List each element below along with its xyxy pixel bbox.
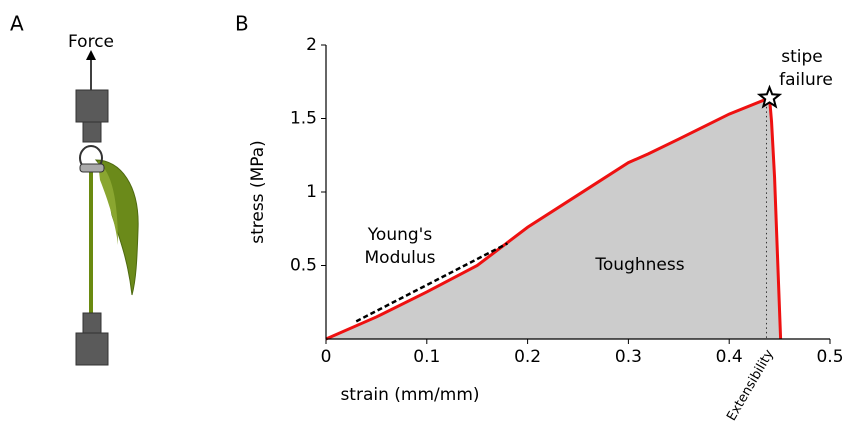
clamp — [75, 332, 109, 366]
clamp — [82, 312, 102, 334]
x-tick-label: 0.4 — [716, 347, 743, 367]
grip-band — [79, 163, 105, 173]
youngs-modulus-line — [355, 242, 509, 323]
panel-label: B — [235, 12, 249, 36]
x-axis-label: strain (mm/mm) — [340, 385, 479, 405]
arrow-head — [86, 50, 96, 60]
x-tick-label: 0.1 — [413, 347, 440, 367]
blade — [98, 162, 118, 245]
annotation: failure — [779, 70, 833, 90]
clamp — [75, 89, 109, 123]
y-tick-label: 0.5 — [290, 256, 317, 276]
annotation: Young's — [367, 225, 433, 245]
x-tick-label: 0 — [321, 347, 332, 367]
stress-curve — [325, 95, 783, 341]
y-tick-label: 1.5 — [290, 109, 317, 129]
y-tick-label: 1 — [306, 182, 317, 202]
y-axis-label: stress (MPa) — [248, 140, 268, 244]
x-tick-label: 0.5 — [816, 347, 843, 367]
annotation: stipe — [781, 47, 823, 67]
force-label: Force — [68, 32, 114, 52]
failure-star — [756, 84, 783, 109]
clamp — [82, 121, 102, 143]
area — [326, 97, 781, 339]
x-tick-label: 0.2 — [514, 347, 541, 367]
y-tick-label: 2 — [306, 35, 317, 55]
panel-label: A — [10, 12, 24, 36]
annotation: Toughness — [594, 255, 684, 275]
tensile-diagram: Force — [68, 32, 139, 366]
x-tick-label: 0.3 — [615, 347, 642, 367]
annotation: Modulus — [365, 248, 436, 268]
